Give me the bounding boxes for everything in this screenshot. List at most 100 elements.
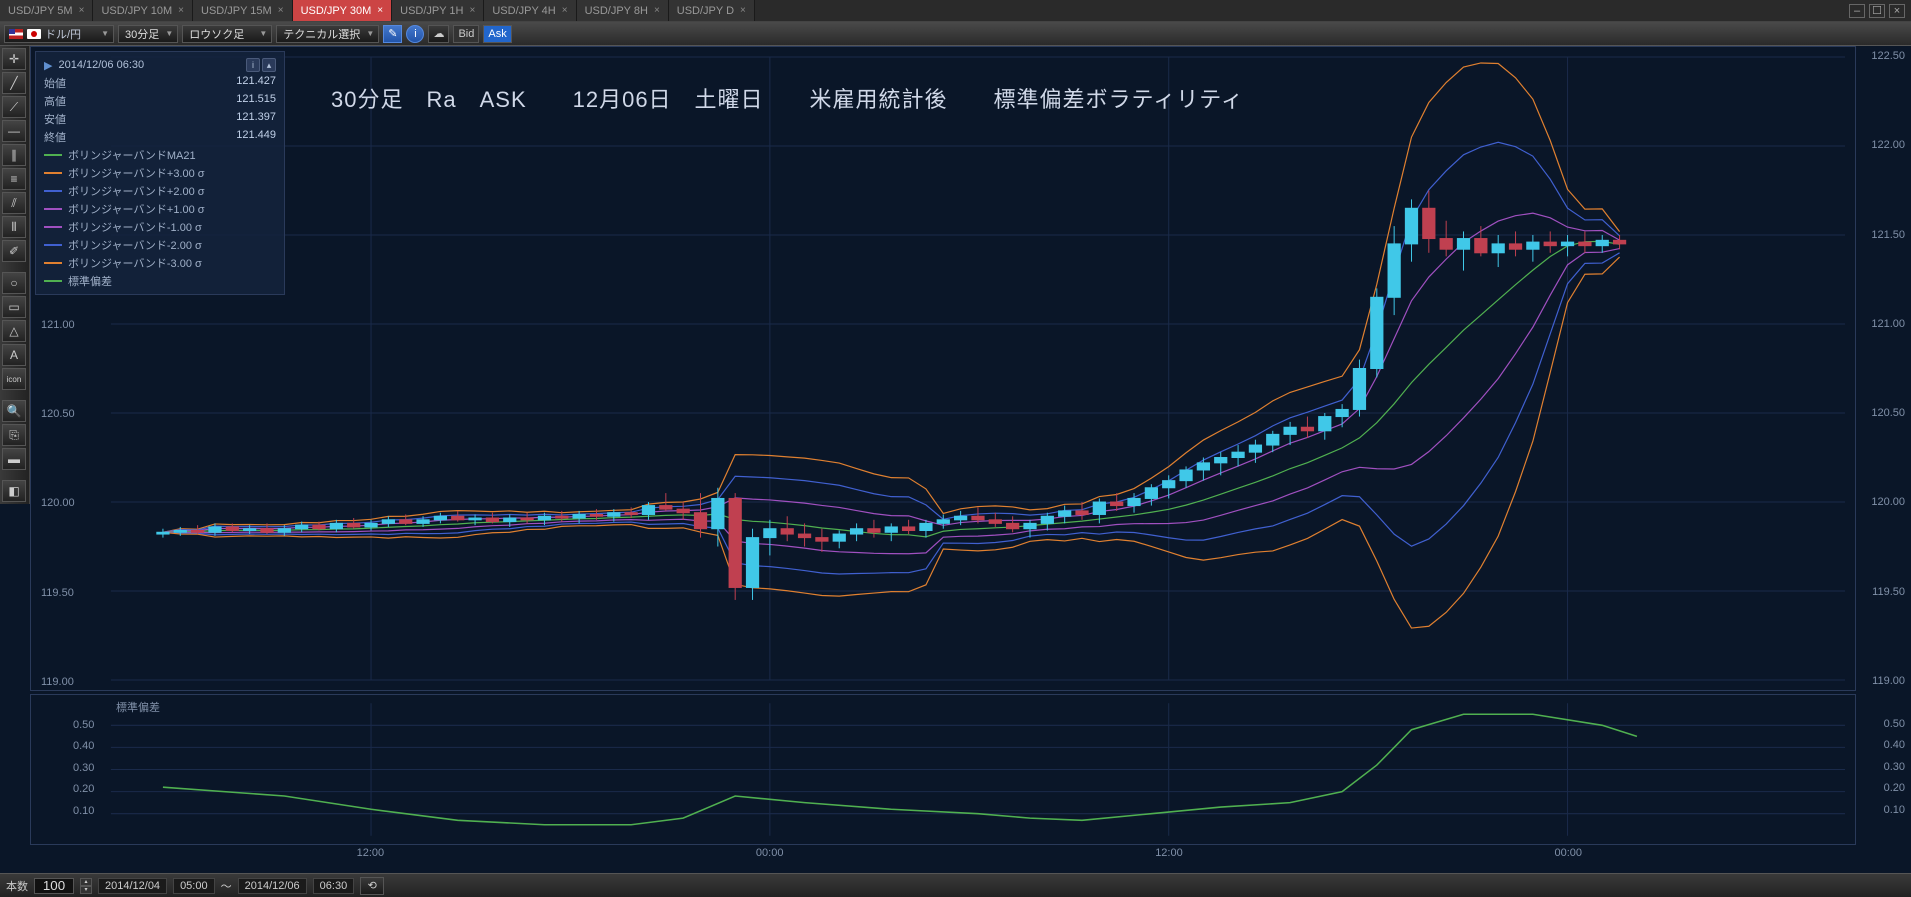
indicator-color-swatch [44, 172, 62, 174]
copy-tool[interactable]: ⎘ [2, 424, 26, 446]
fib-tool[interactable]: ≡ [2, 168, 26, 190]
indicator-label: ボリンジャーバンド-1.00 σ [68, 219, 202, 235]
close-button[interactable]: × [1889, 4, 1905, 18]
vbars-tool[interactable]: ⦀ [2, 216, 26, 238]
maximize-button[interactable]: ☐ [1869, 4, 1885, 18]
text-icon: A [10, 348, 18, 362]
triangle-icon: △ [9, 324, 18, 338]
text-tool[interactable]: A [2, 344, 26, 366]
icon-tool[interactable]: icon [2, 368, 26, 390]
sub-y-axis-right: 0.100.200.300.400.50 [1856, 694, 1911, 839]
close-icon[interactable]: × [740, 5, 746, 16]
indicator-row: 標準偏差 [44, 272, 276, 290]
ohlc-panel: ▶ 2014/12/06 06:30 i ▴ 始値121.427 高値121.5… [35, 51, 285, 295]
annotate-tool[interactable]: ▬ [2, 448, 26, 470]
zoom-icon: 🔍 [7, 404, 22, 418]
line-icon: ╱ [10, 76, 17, 90]
fib-icon: ≡ [10, 172, 17, 186]
sub-y-tick-label: 0.20 [1884, 782, 1905, 794]
minimize-button[interactable]: ‒ [1849, 4, 1865, 18]
close-icon[interactable]: × [79, 5, 85, 16]
tab-label: USD/JPY 15M [201, 5, 272, 17]
hline-icon: — [8, 124, 20, 138]
indicator-label: ボリンジャーバンド-2.00 σ [68, 237, 202, 253]
close-icon[interactable]: × [278, 5, 284, 16]
main-toolbar: ドル/円 30分足 ロウソク足 テクニカル選択 ✎ i ☁ Bid Ask [0, 22, 1911, 46]
zoom-tool[interactable]: 🔍 [2, 400, 26, 422]
close-value: 121.449 [236, 129, 276, 145]
y-tick-label: 119.00 [1872, 675, 1905, 687]
from-time[interactable]: 05:00 [173, 878, 215, 894]
close-icon[interactable]: × [178, 5, 184, 16]
sub-y-tick-label: 0.30 [73, 762, 94, 774]
high-label: 高値 [44, 93, 66, 109]
tab-usd-jpy-30m[interactable]: USD/JPY 30M× [293, 0, 393, 21]
bars-count-input[interactable] [34, 878, 74, 894]
trendline-tool[interactable]: ⟋ [2, 96, 26, 118]
tab-usd-jpy-8h[interactable]: USD/JPY 8H× [577, 0, 669, 21]
indicator-color-swatch [44, 244, 62, 246]
channel-icon: ∥ [11, 148, 17, 162]
chart-type-select[interactable]: ロウソク足 [182, 25, 272, 43]
technical-select[interactable]: テクニカル選択 [276, 25, 379, 43]
crosshair-icon: ✛ [9, 52, 19, 66]
refresh-icon: ⟲ [368, 879, 377, 892]
play-icon[interactable]: ▶ [44, 59, 52, 72]
rect-tool[interactable]: ▭ [2, 296, 26, 318]
multiline-tool[interactable]: ⫽ [2, 192, 26, 214]
chart-annotation: 30分足 Ra ASK 12月06日 土曜日 米雇用統計後 標準偏差ボラティリテ… [331, 82, 1244, 114]
y-tick-label: 119.00 [41, 676, 74, 688]
eraser-tool[interactable]: ◧ [2, 480, 26, 502]
tab-usd-jpy-15m[interactable]: USD/JPY 15M × [193, 0, 293, 21]
sub-y-tick-label: 0.20 [73, 783, 94, 795]
close-icon[interactable]: × [562, 5, 568, 16]
pen-tool-button[interactable]: ✎ [383, 25, 402, 43]
indicator-color-swatch [44, 226, 62, 228]
channel-tool[interactable]: ∥ [2, 144, 26, 166]
sub-y-tick-label: 0.30 [1884, 761, 1905, 773]
indicator-label: ボリンジャーバンド+1.00 σ [68, 201, 205, 217]
refresh-button[interactable]: ⟲ [360, 877, 384, 895]
to-date[interactable]: 2014/12/06 [238, 878, 307, 894]
eraser-icon: ◧ [8, 484, 19, 498]
close-icon[interactable]: × [470, 5, 476, 16]
info-tool-button[interactable]: i [406, 25, 424, 43]
y-tick-label: 120.00 [41, 497, 75, 509]
tab-usd-jpy-10m[interactable]: USD/JPY 10M× [93, 0, 193, 21]
triangle-tool[interactable]: △ [2, 320, 26, 342]
indicator-color-swatch [44, 208, 62, 210]
crosshair-tool[interactable]: ✛ [2, 48, 26, 70]
info-panel-button[interactable]: i [246, 58, 260, 72]
collapse-panel-button[interactable]: ▴ [262, 58, 276, 72]
close-icon[interactable]: × [377, 5, 383, 16]
close-icon[interactable]: × [654, 5, 660, 16]
tab-label: USD/JPY 1H [400, 5, 463, 17]
line-tool[interactable]: ╱ [2, 72, 26, 94]
tab-bar: USD/JPY 5M×USD/JPY 10M×USD/JPY 15M×USD/J… [0, 0, 1911, 22]
ask-button[interactable]: Ask [483, 25, 511, 43]
from-date[interactable]: 2014/12/04 [98, 878, 167, 894]
y-tick-label: 119.50 [41, 587, 74, 599]
tab-usd-jpy-4h[interactable]: USD/JPY 4H× [484, 0, 576, 21]
to-time[interactable]: 06:30 [313, 878, 355, 894]
circle-tool[interactable]: ○ [2, 272, 26, 294]
x-tick-label: 00:00 [1554, 847, 1582, 859]
tab-usd-jpy-1h[interactable]: USD/JPY 1H × [392, 0, 484, 21]
multiline-icon: ⫽ [11, 196, 16, 211]
hline-tool[interactable]: — [2, 120, 26, 142]
pair-select[interactable]: ドル/円 [4, 25, 114, 43]
indicator-row: ボリンジャーバンド+2.00 σ [44, 182, 276, 200]
indicator-label: 標準偏差 [68, 273, 112, 289]
cloud-tool-button[interactable]: ☁ [428, 25, 449, 43]
bid-button[interactable]: Bid [453, 25, 479, 43]
pen2-icon: ✐ [9, 244, 19, 258]
cloud-icon: ☁ [433, 27, 444, 40]
tab-usd-jpy-d[interactable]: USD/JPY D× [669, 0, 755, 21]
bars-count-spinner[interactable]: ▴▾ [80, 878, 92, 894]
pen2-tool[interactable]: ✐ [2, 240, 26, 262]
stddev-subchart[interactable]: 標準偏差 0.100.200.300.400.50 [30, 694, 1856, 845]
main-price-chart[interactable]: ▶ 2014/12/06 06:30 i ▴ 始値121.427 高値121.5… [30, 46, 1856, 691]
tab-usd-jpy-5m[interactable]: USD/JPY 5M× [0, 0, 93, 21]
indicator-label: ボリンジャーバンドMA21 [68, 147, 196, 163]
timeframe-select[interactable]: 30分足 [118, 25, 178, 43]
